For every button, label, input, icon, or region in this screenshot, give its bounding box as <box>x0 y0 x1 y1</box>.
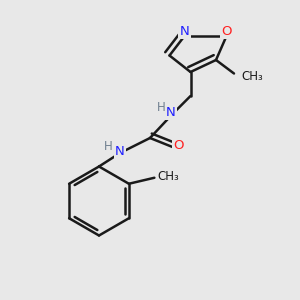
Text: O: O <box>173 139 184 152</box>
Text: H: H <box>157 101 166 114</box>
Text: H: H <box>104 140 113 154</box>
Text: CH₃: CH₃ <box>242 70 263 83</box>
Text: O: O <box>221 25 232 38</box>
Text: N: N <box>180 25 189 38</box>
Text: N: N <box>166 106 176 119</box>
Text: CH₃: CH₃ <box>158 170 179 183</box>
Text: N: N <box>115 145 125 158</box>
